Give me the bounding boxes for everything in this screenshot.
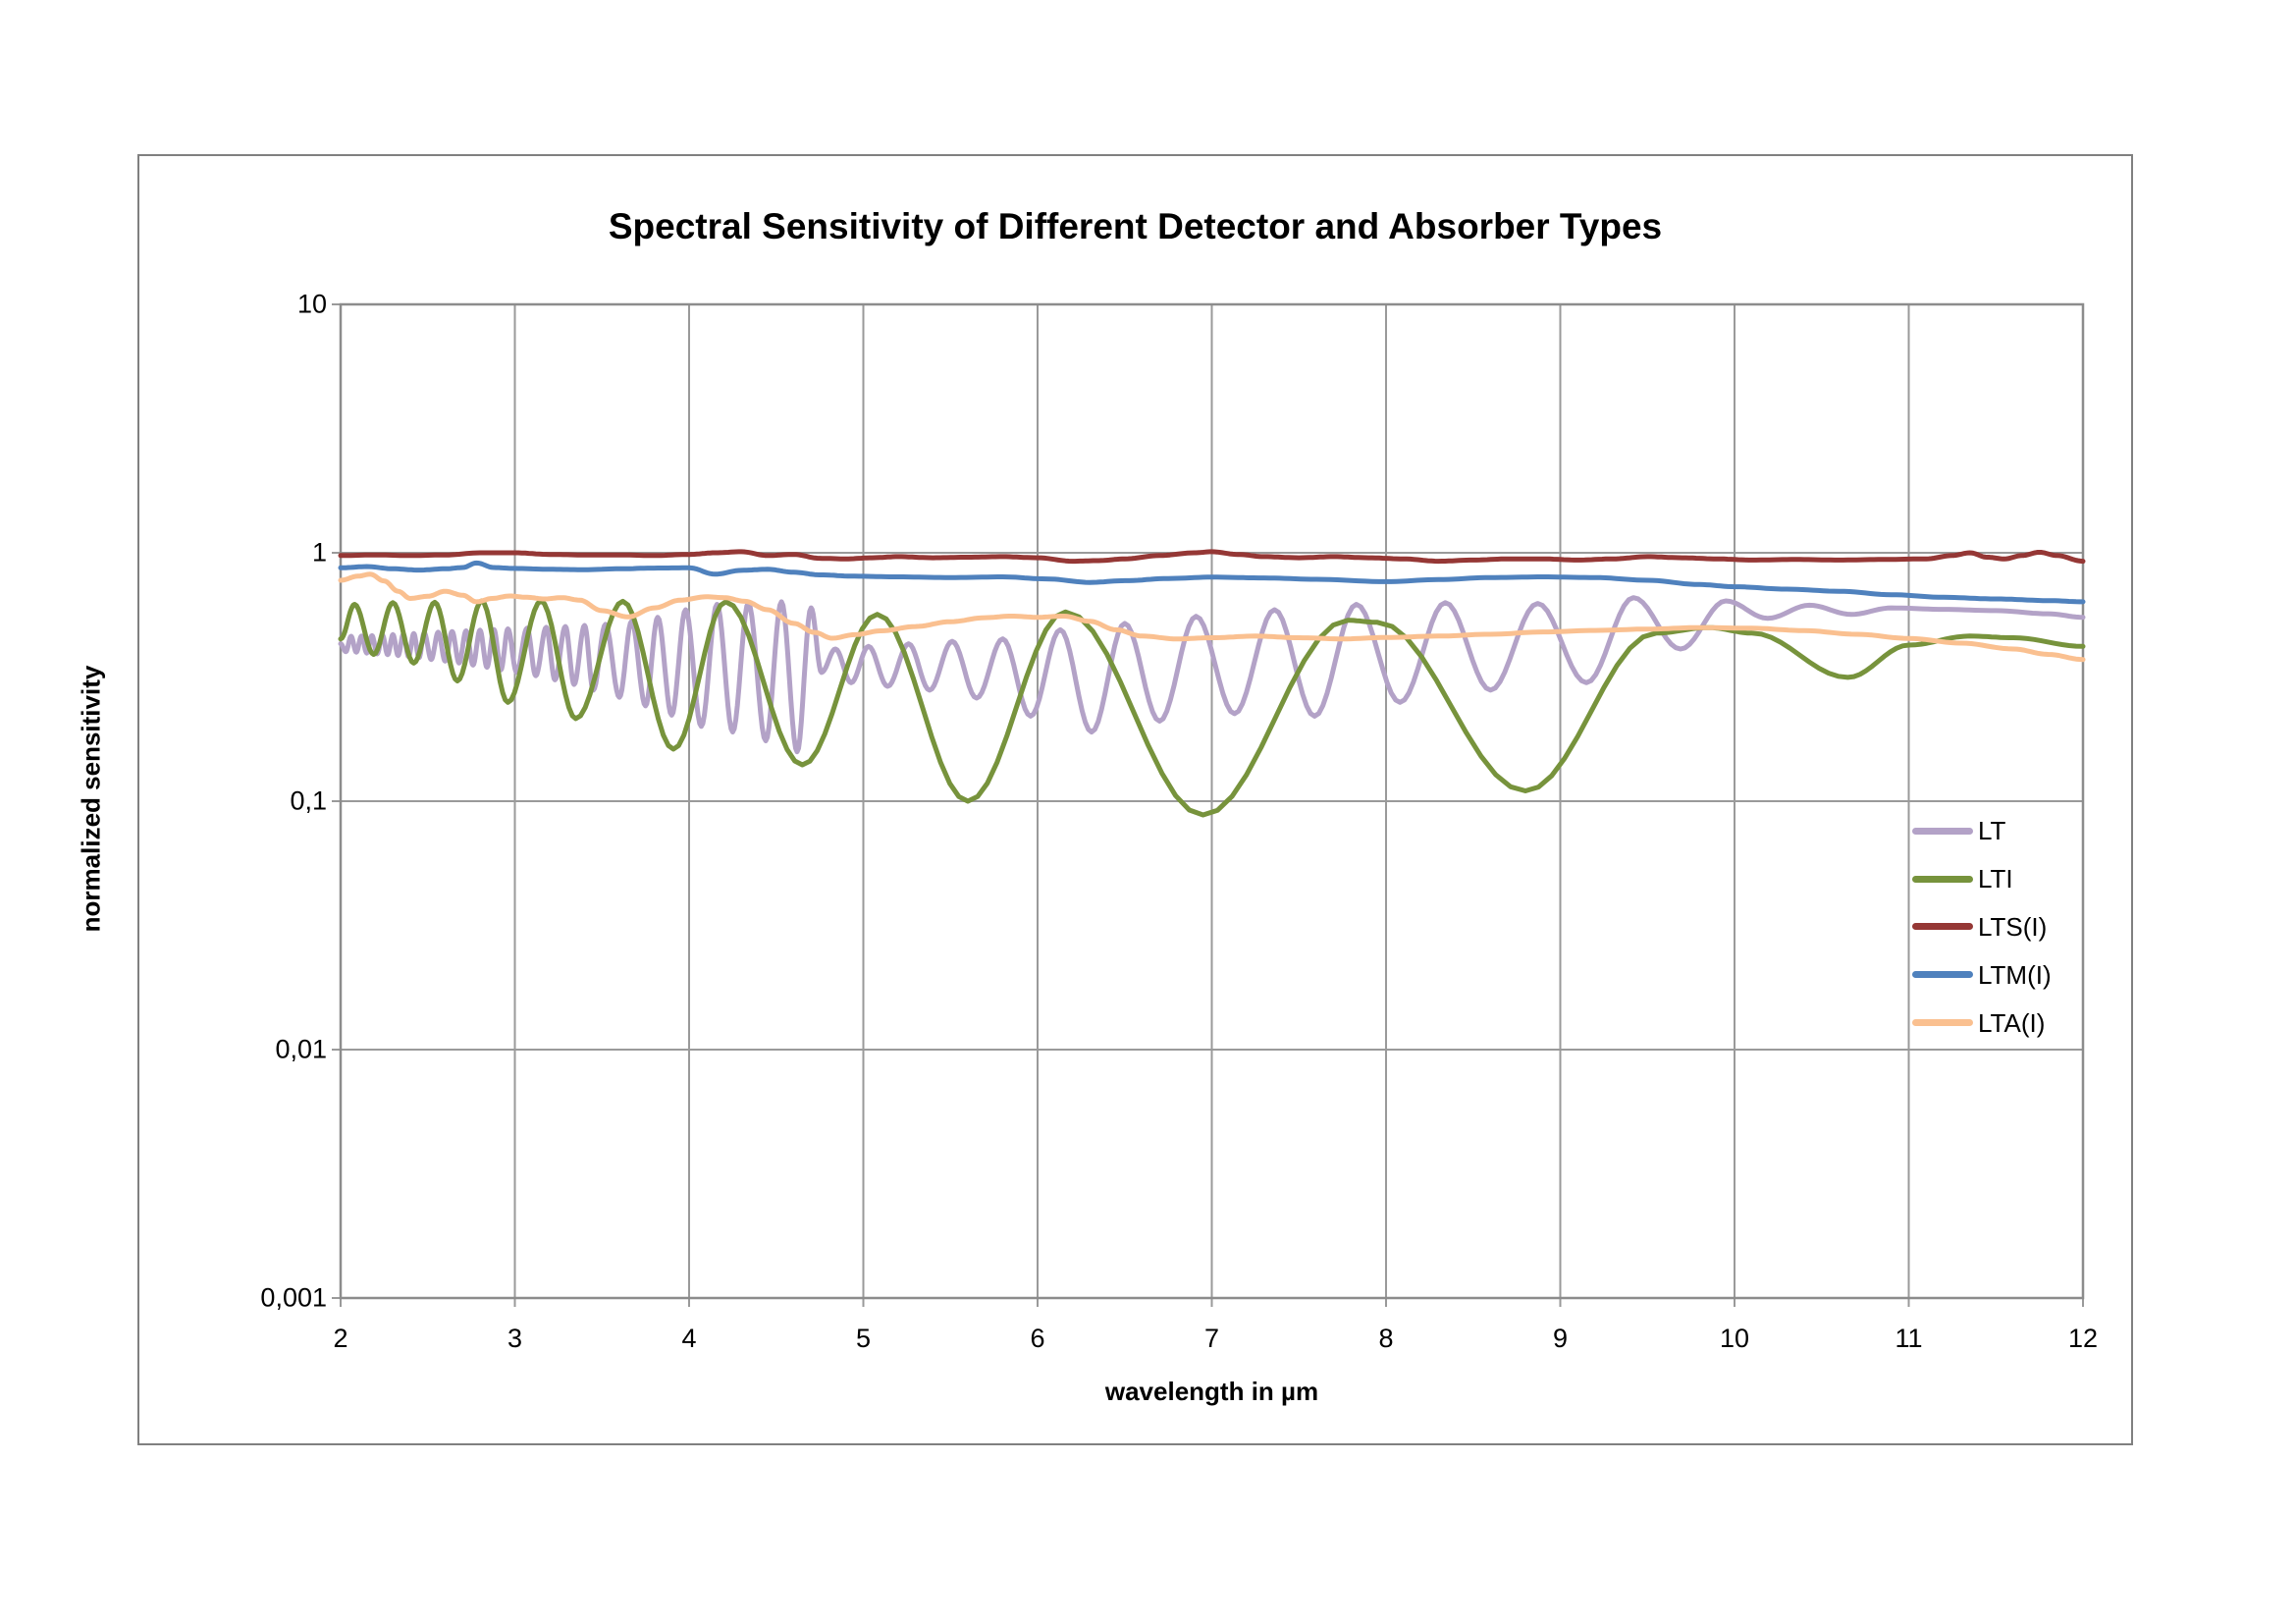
legend-entry: LTS(I) — [1912, 903, 2081, 950]
legend-swatch — [1912, 923, 1973, 931]
y-tick-label: 0,001 — [260, 1282, 327, 1313]
x-tick-label: 3 — [507, 1324, 523, 1353]
x-tick-label: 8 — [1378, 1324, 1394, 1353]
legend-swatch — [1912, 971, 1973, 979]
x-tick-label: 12 — [2067, 1324, 2099, 1353]
x-tick-label: 11 — [1895, 1324, 1923, 1353]
x-axis-title: wavelength in µm — [1104, 1377, 1319, 1406]
legend-swatch — [1912, 875, 1973, 883]
legend-label: LTA(I) — [1978, 1007, 2046, 1038]
chart-title: Spectral Sensitivity of Different Detect… — [608, 206, 1663, 246]
x-tick-label: 5 — [855, 1324, 872, 1353]
legend-entry: LTA(I) — [1912, 1000, 2081, 1047]
legend-entry: LTM(I) — [1912, 951, 2081, 999]
y-tick-label: 10 — [296, 289, 327, 319]
x-tick-label: 7 — [1203, 1324, 1220, 1353]
x-tick-label: 10 — [1719, 1324, 1750, 1353]
x-tick-label: 9 — [1552, 1324, 1569, 1353]
legend-swatch — [1912, 1019, 1973, 1027]
y-tick-label: 1 — [311, 537, 327, 568]
legend-label: LT — [1978, 816, 2006, 846]
y-tick-label: 0,01 — [275, 1034, 327, 1064]
y-tick-label: 0,1 — [290, 785, 327, 816]
x-tick-label: 2 — [333, 1324, 348, 1353]
legend-label: LTS(I) — [1978, 911, 2048, 942]
legend-swatch — [1912, 827, 1973, 835]
chart-outer-border — [137, 154, 2133, 1445]
legend-entry: LT — [1912, 807, 2081, 854]
x-tick-label: 4 — [681, 1324, 697, 1353]
y-axis-title: normalized sensitivity — [76, 665, 106, 933]
legend-label: LTI — [1978, 864, 2013, 894]
legend: LT LTI LTS(I) LTM(I) LTA(I) — [1912, 807, 2081, 1047]
legend-label: LTM(I) — [1978, 959, 2052, 990]
legend-entry: LTI — [1912, 855, 2081, 902]
x-tick-label: 6 — [1030, 1324, 1045, 1353]
